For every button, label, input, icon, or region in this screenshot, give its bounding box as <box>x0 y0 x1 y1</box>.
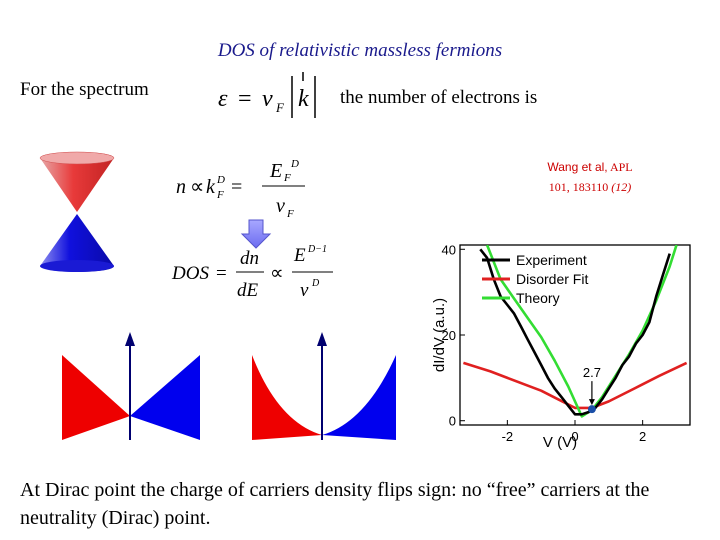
n-symbol: n <box>176 176 186 198</box>
intro-text: For the spectrum <box>20 79 149 100</box>
n-equals: = <box>231 176 242 198</box>
kF-symbol: k <box>206 176 216 198</box>
lower-cone <box>40 214 114 272</box>
dE-symbol: dE <box>237 280 259 301</box>
reference-line-1: Wang et al, APL <box>500 160 680 175</box>
dos-quadratic-red <box>252 355 322 440</box>
y-tick-label: 40 <box>442 242 456 257</box>
plot-curves <box>463 245 688 418</box>
eq-k: k <box>298 86 309 112</box>
reference-authors: Wang et al, <box>547 160 608 174</box>
electron-count-text: the number of electrons is <box>340 87 538 108</box>
vF-subscript: F <box>286 208 294 220</box>
y-tick-label: 20 <box>442 328 456 343</box>
upper-cone <box>40 152 114 212</box>
series-line-experiment <box>479 248 671 416</box>
kF-subscript: F <box>216 189 224 201</box>
dos-linear-diagram <box>62 332 200 440</box>
eq-equals: = <box>238 86 252 112</box>
reference-journal: APL <box>609 160 633 174</box>
upper-cone-rim <box>39 151 115 165</box>
legend-label: Theory <box>516 290 560 306</box>
reference-citation: 101, 183110 <box>548 180 609 194</box>
x-axis-label: V (V) <box>543 434 577 451</box>
reference-line-2: 101, 183110 (12) <box>500 180 680 195</box>
kF-superscript: D <box>216 174 225 186</box>
EF-subscript: F <box>283 172 291 184</box>
dos-equals: = <box>216 263 227 284</box>
n-prop-symbol: ∝ <box>190 176 204 198</box>
y-tick-label: 0 <box>449 414 456 429</box>
quadratic-axis-arrowhead <box>317 332 327 346</box>
dos-quadratic-blue <box>322 355 396 440</box>
x-tick-label: 2 <box>639 429 646 444</box>
dos-linear-blue <box>130 355 200 440</box>
dos-label: DOS <box>171 263 209 284</box>
eq-epsilon: ε <box>218 86 228 112</box>
spectrum-equation: ε = v F k <box>218 72 316 118</box>
annotation-arrowhead <box>588 399 595 406</box>
left-figures: n ∝ k F D = E F D v F DOS = dn dE ∝ E D−… <box>39 151 396 440</box>
x-tick-label: 0 <box>571 429 578 444</box>
annotation-label: 2.7 <box>583 365 601 380</box>
plot-legend: Experiment Disorder Fit Theory <box>482 252 588 306</box>
conclusion-text: At Dirac point the charge of carriers de… <box>20 479 650 529</box>
linear-axis-arrowhead <box>125 332 135 346</box>
y-axis-label: dI/dV (a.u.) <box>431 298 448 372</box>
legend-label: Disorder Fit <box>516 271 588 287</box>
dirac-cone-diagram <box>39 151 115 272</box>
v-symbol: v <box>300 280 309 301</box>
lower-cone-rim <box>40 260 114 272</box>
dos-prop-symbol: ∝ <box>270 263 284 284</box>
dos-quadratic-diagram <box>252 332 396 440</box>
EF-symbol: E <box>269 160 282 182</box>
dn-symbol: dn <box>240 248 259 269</box>
dirac-point-marker <box>587 405 596 414</box>
slide-title: DOS of relativistic massless fermions <box>217 40 503 61</box>
eq-v-sub: F <box>275 100 285 115</box>
dos-equation: DOS = dn dE ∝ E D−1 v D <box>171 244 333 301</box>
EF-superscript: D <box>290 158 299 170</box>
legend-label: Experiment <box>516 252 587 268</box>
E-symbol: E <box>293 245 306 266</box>
E-superscript: D−1 <box>307 244 327 255</box>
reference-issue: (12) <box>611 180 632 194</box>
series-line-disorder-fit <box>463 361 688 410</box>
x-tick-label: -2 <box>502 429 514 444</box>
down-arrow-icon <box>240 219 272 249</box>
v-superscript: D <box>311 278 320 289</box>
density-equation: n ∝ k F D = E F D v F <box>176 158 305 220</box>
eq-v: v <box>262 86 273 112</box>
dos-linear-red <box>62 355 130 440</box>
vF-symbol: v <box>276 195 285 217</box>
